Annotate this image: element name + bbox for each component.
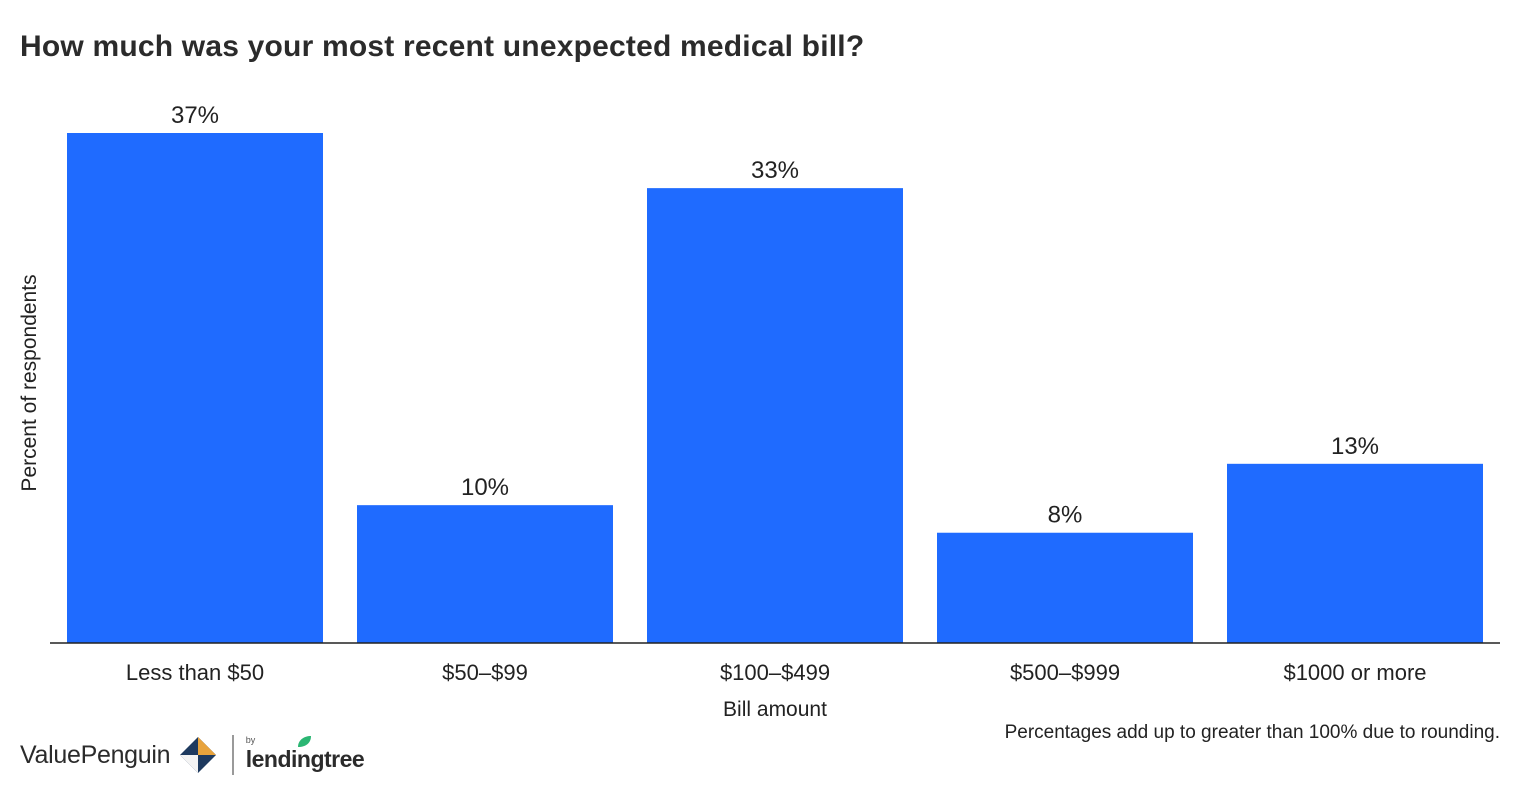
bar: [937, 532, 1193, 643]
x-tick-label: $100–$499: [720, 660, 830, 685]
chart-title: How much was your most recent unexpected…: [20, 30, 865, 63]
y-axis-title: Percent of respondents: [18, 274, 41, 491]
x-tick-label: $1000 or more: [1283, 660, 1426, 685]
lendingtree-wordmark: lendingtree: [245, 746, 365, 772]
data-label: 33%: [751, 157, 799, 184]
lendingtree-logo: by lendingtree: [246, 733, 376, 777]
x-tick-label: Less than $50: [126, 660, 264, 685]
bar: [1227, 463, 1483, 643]
data-label: 10%: [461, 474, 509, 501]
brand-logo: ValuePenguin by lendingtree: [20, 730, 376, 780]
data-label: 13%: [1331, 433, 1379, 460]
x-tick-label: $50–$99: [442, 660, 528, 685]
data-label: 8%: [1048, 502, 1083, 529]
x-axis-title: Bill amount: [723, 698, 827, 721]
logo-divider: [232, 735, 234, 775]
x-tick-label: $500–$999: [1010, 660, 1120, 685]
bar: [357, 505, 613, 643]
bar: [67, 133, 323, 643]
by-label: by: [245, 735, 256, 745]
data-label: 37%: [171, 102, 219, 129]
valuepenguin-logo-icon: [180, 737, 217, 773]
leaf-icon: [297, 736, 311, 747]
valuepenguin-wordmark: ValuePenguin: [20, 740, 171, 769]
bar: [647, 188, 903, 643]
footnote: Percentages add up to greater than 100% …: [1004, 722, 1500, 743]
